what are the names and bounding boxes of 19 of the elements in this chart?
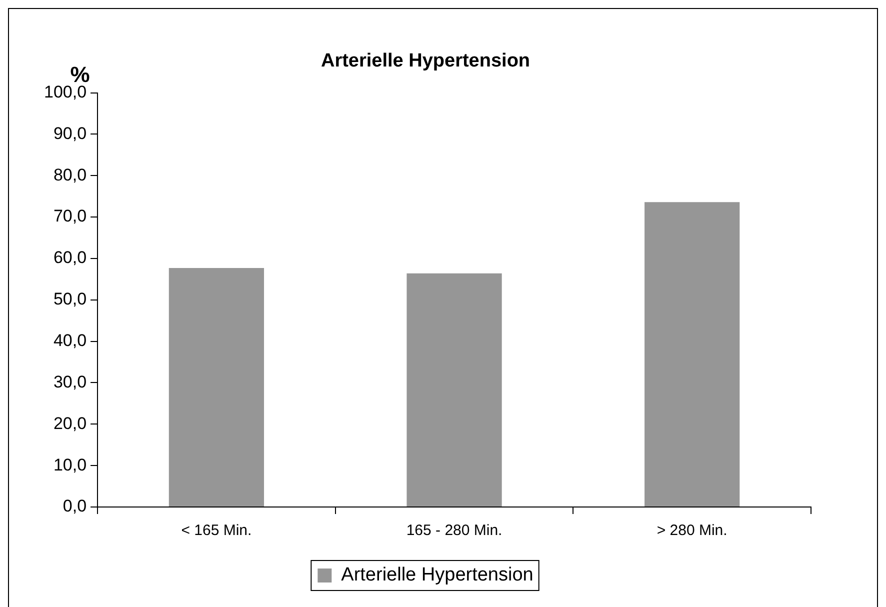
y-tick-label: 80,0 (53, 165, 87, 184)
x-tick-label: > 280 Min. (656, 522, 728, 540)
bar (644, 202, 740, 506)
bar (406, 273, 502, 506)
x-tick-label: 165 - 280 Min. (406, 522, 502, 540)
y-tick-label: 40,0 (53, 331, 87, 350)
y-tick-label: 90,0 (53, 124, 87, 143)
y-tick-label: 70,0 (53, 206, 87, 226)
x-tick-label: < 165 Min. (181, 522, 252, 540)
y-tick-label: 30,0 (53, 372, 87, 392)
y-tick-label: 10,0 (53, 455, 87, 474)
chart-title: Arterielle Hypertension (320, 50, 530, 72)
y-tick-label: 50,0 (53, 290, 87, 309)
y-tick-label: 100,0 (44, 82, 87, 102)
y-tick-label: 60,0 (53, 248, 87, 268)
y-tick-label: 20,0 (53, 414, 87, 433)
bar (168, 268, 264, 506)
y-tick-label: 0,0 (62, 496, 87, 516)
legend-label: Arterielle Hypertension (341, 564, 534, 586)
